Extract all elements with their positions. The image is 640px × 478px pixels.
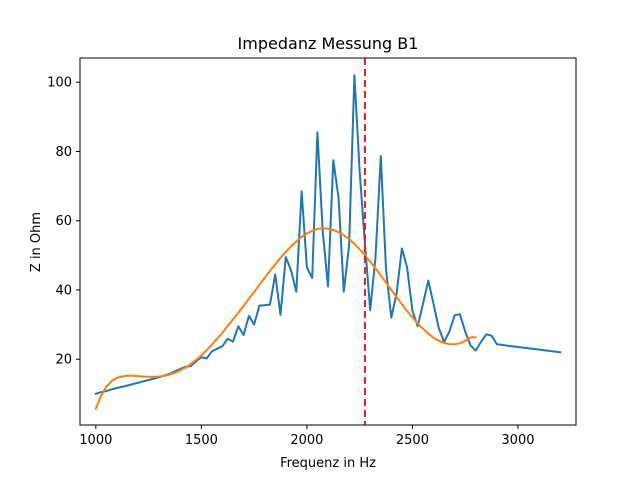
y-axis-label: Z in Ohm xyxy=(29,212,44,272)
x-tick-label: 1000 xyxy=(79,433,112,448)
y-tick-label: 80 xyxy=(55,145,72,160)
fit-series-line xyxy=(94,227,477,411)
axes-layer: 1000 1500 2000 2500 3000 20 40 60 80 100 xyxy=(47,57,577,448)
x-tick-label: 2500 xyxy=(396,433,429,448)
x-axis-label: Frequenz in Hz xyxy=(280,456,376,471)
x-tick-label: 2000 xyxy=(290,433,323,448)
y-tick-label: 20 xyxy=(55,353,72,368)
chart-title: Impedanz Messung B1 xyxy=(238,34,419,53)
y-tick-label: 40 xyxy=(55,283,72,298)
series-layer xyxy=(94,58,562,425)
x-tick-label: 3000 xyxy=(501,433,534,448)
plot-frame xyxy=(79,57,577,426)
y-tick-label: 60 xyxy=(55,214,72,229)
y-tick-label: 100 xyxy=(47,76,72,91)
x-tick-label: 1500 xyxy=(185,433,218,448)
